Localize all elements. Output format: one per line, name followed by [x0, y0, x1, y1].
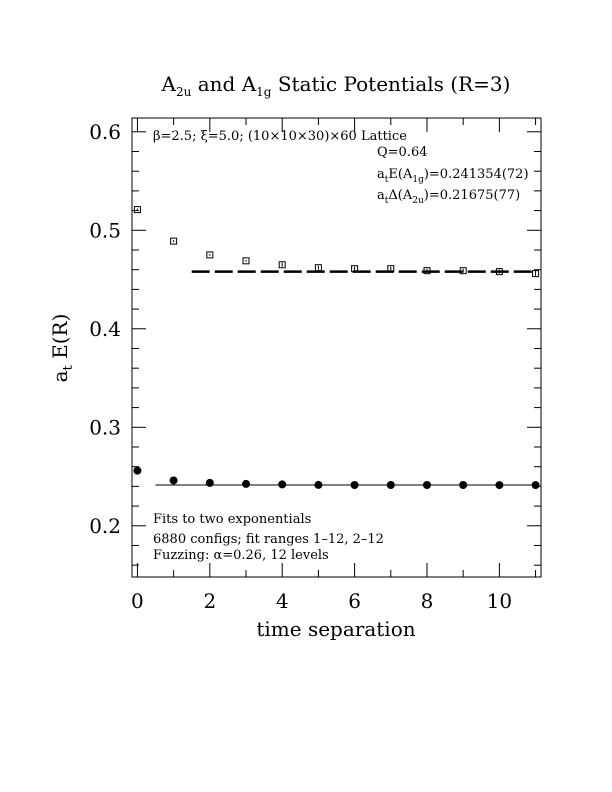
data-points [133, 206, 540, 490]
y-tick-label: 0.5 [89, 218, 121, 242]
square-marker [206, 251, 214, 259]
circle-marker [422, 481, 431, 490]
circle-marker [459, 481, 468, 490]
configs-annotation: 6880 configs; fit ranges 1–12, 2–12 [153, 532, 384, 547]
energy-annotation: atE(A1g)=0.241354(72) [377, 167, 529, 185]
x-tick-label: 8 [421, 589, 434, 613]
x-tick-label: 2 [203, 589, 216, 613]
square-marker [314, 264, 322, 272]
y-tick-label: 0.4 [89, 317, 121, 341]
square-marker [351, 265, 359, 273]
x-tick-labels: 0 2 4 6 8 10 [131, 589, 512, 613]
square-marker [133, 206, 141, 214]
chart-title: A2u and A1g Static Potentials (R=3) [161, 72, 511, 99]
x-tick-label: 6 [348, 589, 361, 613]
square-marker [459, 267, 467, 275]
gap-annotation: atΔ(A2u)=0.21675(77) [377, 188, 520, 206]
lattice-annotation: β=2.5; ξ=5.0; (10×10×30)×60 Lattice [153, 129, 407, 144]
x-axis-label: time separation [256, 617, 415, 641]
square-marker [495, 268, 503, 276]
x-tick-label: 4 [276, 589, 289, 613]
circle-marker [205, 478, 214, 487]
square-marker [387, 265, 395, 273]
circle-marker [495, 481, 504, 490]
circle-marker [169, 476, 178, 485]
square-marker [532, 270, 540, 278]
y-tick-label: 0.3 [89, 415, 121, 439]
x-tick-label: 10 [487, 589, 512, 613]
circle-marker [314, 480, 323, 489]
y-tick-label: 0.2 [89, 514, 121, 538]
x-tick-label: 0 [131, 589, 144, 613]
square-marker [170, 237, 178, 245]
circle-marker [531, 481, 540, 490]
y-tick-labels: 0.2 0.3 0.4 0.5 0.6 [89, 120, 121, 538]
circle-marker [242, 479, 251, 488]
circle-marker [350, 481, 359, 490]
q-annotation: Q=0.64 [377, 145, 428, 160]
square-marker [423, 267, 431, 275]
fit-lines [155, 270, 536, 486]
square-marker [278, 261, 286, 269]
y-tick-label: 0.6 [89, 120, 121, 144]
circle-marker [278, 480, 287, 489]
y-axis-label: at E(R) [48, 314, 76, 383]
circle-marker [133, 466, 142, 475]
plot-frame [131, 117, 542, 578]
fits-annotation: Fits to two exponentials [153, 512, 311, 527]
square-marker [242, 257, 250, 265]
axis-ticks [132, 118, 541, 577]
fuzzing-annotation: Fuzzing: α=0.26, 12 levels [153, 548, 329, 563]
circle-marker [386, 481, 395, 490]
